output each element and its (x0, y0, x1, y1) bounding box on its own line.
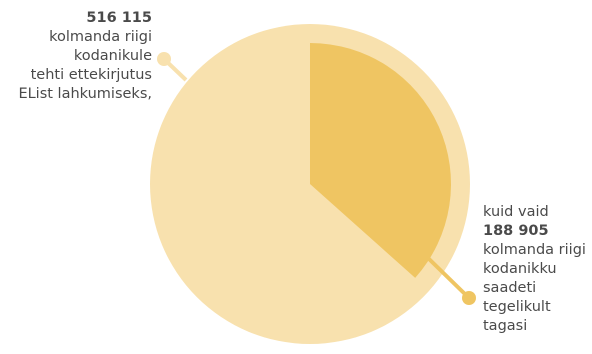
total-leader-dot (157, 52, 171, 66)
returned-value: 188 905 (483, 223, 549, 239)
total-desc-line-2: kodanikule (73, 48, 152, 64)
total-desc-line-4: EList lahkumiseks, (18, 86, 152, 102)
pie-slice-returned (310, 43, 452, 278)
returned-desc-line-1: kolmanda riigi (483, 242, 586, 258)
returned-leader-line (426, 256, 471, 300)
returned-desc-line-3: saadeti (483, 280, 537, 296)
returned-desc-line-4: tegelikult (483, 299, 551, 315)
returned-intro: kuid vaid (483, 204, 549, 220)
total-desc-line-3: tehti ettekirjutus (30, 67, 152, 83)
returned-annotation: kuid vaid 188 905 kolmanda riigi kodanik… (483, 203, 591, 336)
total-value: 516 115 (86, 10, 152, 26)
total-desc-line-1: kolmanda riigi (49, 29, 152, 45)
returned-leader-dot (462, 291, 476, 305)
total-annotation: 516 115 kolmanda riigi kodanikule tehti … (0, 9, 152, 104)
returned-desc-line-5: tagasi (483, 318, 528, 334)
returned-desc-line-2: kodanikku (483, 261, 557, 277)
